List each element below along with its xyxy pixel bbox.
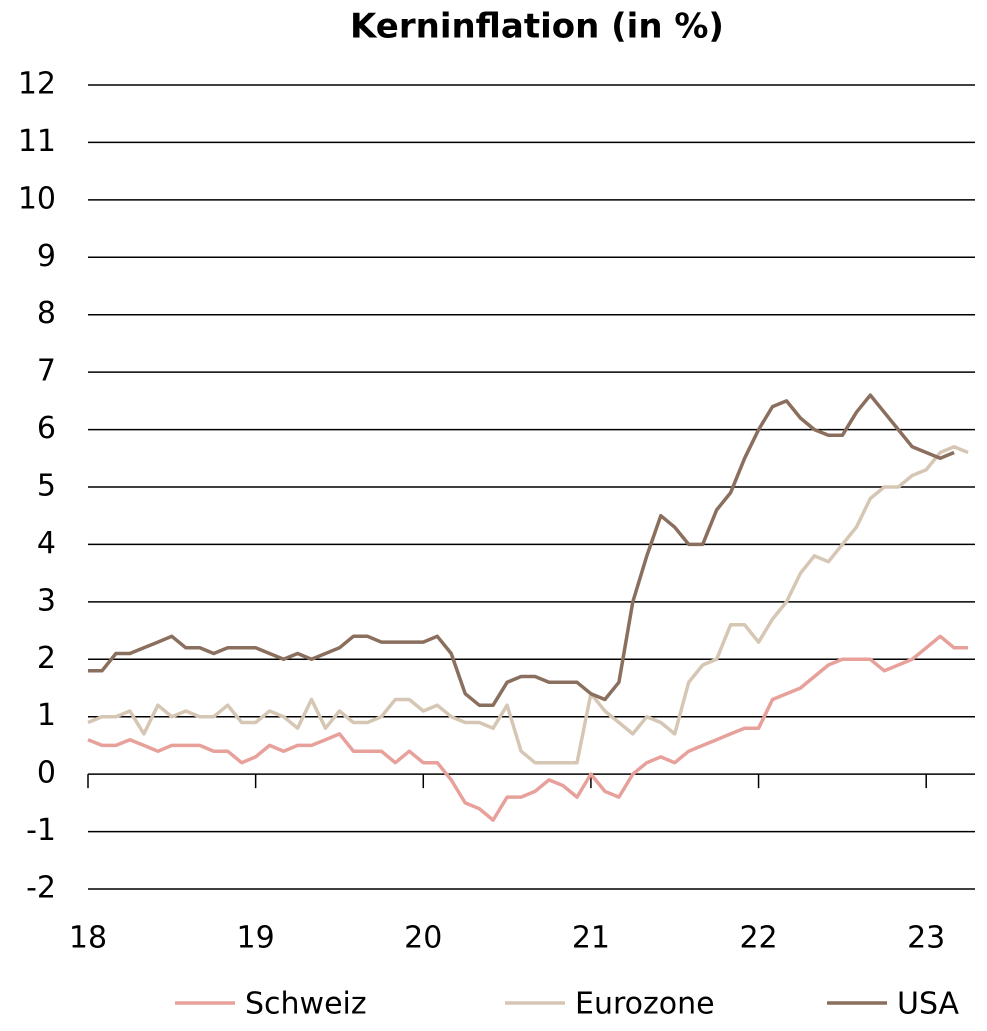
legend-label: Schweiz — [245, 987, 367, 1022]
y-tick-label: 8 — [37, 296, 56, 331]
x-tick-label: 23 — [907, 921, 945, 956]
series-line — [88, 393, 955, 707]
y-tick-label: 6 — [37, 411, 56, 446]
legend-label: USA — [897, 987, 960, 1022]
x-tick-label: 20 — [404, 921, 442, 956]
series-line — [87, 445, 969, 765]
y-tick-label: 0 — [37, 756, 56, 791]
y-tick-label: 5 — [37, 469, 56, 504]
legend-label: Eurozone — [575, 987, 715, 1022]
y-tick-label: 3 — [37, 583, 56, 618]
y-tick-label: 1 — [37, 698, 56, 733]
y-tick-label: 7 — [37, 354, 56, 389]
x-tick-label: 22 — [739, 921, 777, 956]
y-tick-label: 12 — [18, 67, 56, 102]
y-tick-label: -1 — [26, 813, 56, 848]
y-tick-label: 11 — [18, 124, 56, 159]
series-line — [87, 634, 969, 822]
x-tick-label: 19 — [237, 921, 275, 956]
y-tick-label: 2 — [37, 641, 56, 676]
chart-title: Kerninflation (in %) — [350, 7, 724, 47]
y-tick-label: 10 — [18, 181, 56, 216]
y-tick-label: 4 — [37, 526, 56, 561]
y-tick-label: 9 — [37, 239, 56, 274]
x-tick-label: 18 — [69, 921, 107, 956]
x-tick-label: 21 — [572, 921, 610, 956]
y-tick-label: -2 — [26, 871, 56, 906]
